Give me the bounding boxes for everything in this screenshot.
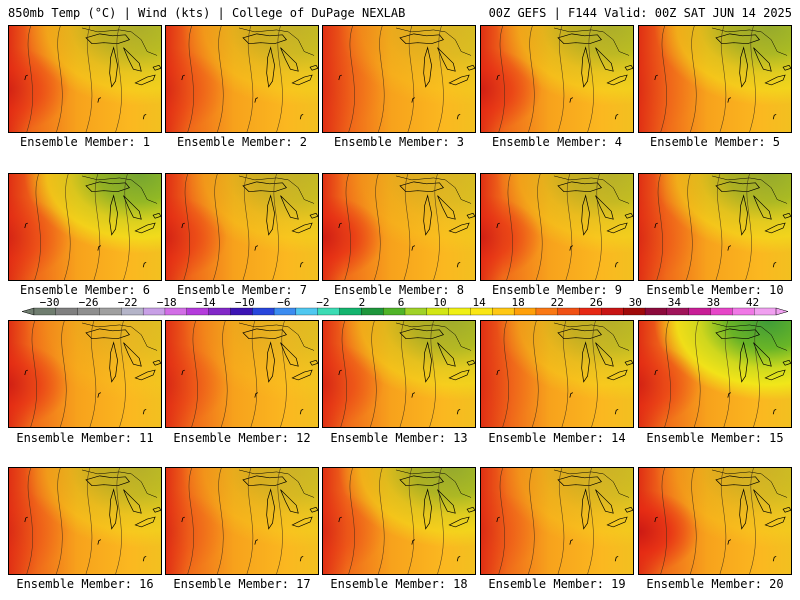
panel-label: Ensemble Member: 8 [333, 283, 465, 297]
colorbar-swatch [470, 307, 493, 316]
ensemble-map-panel [8, 467, 162, 575]
panel-label: Ensemble Member: 7 [176, 283, 308, 297]
colorbar-swatch [295, 307, 319, 316]
panel-label: Ensemble Member: 5 [649, 135, 781, 149]
ensemble-map-panel [322, 320, 476, 428]
colorbar-tick-label: 14 [472, 296, 486, 309]
panel-label: Ensemble Member: 20 [646, 577, 784, 591]
map-title: 850mb Temp (°C) | Wind (kts) | College o… [8, 6, 406, 20]
panel-label: Ensemble Member: 16 [16, 577, 154, 591]
colorbar-tick-label: −26 [79, 296, 99, 309]
model-run-info: 00Z GEFS | F144 Valid: 00Z SAT JUN 14 20… [488, 6, 792, 20]
ensemble-map-panel [638, 320, 792, 428]
ensemble-map-panel [322, 467, 476, 575]
colorbar-swatch [33, 307, 57, 316]
panel-label: Ensemble Member: 12 [173, 431, 311, 445]
colorbar-tick-label: 2 [359, 296, 366, 309]
colorbar-tick-label: 18 [512, 296, 525, 309]
colorbar-tick-label: −22 [118, 296, 138, 309]
colorbar-swatch [426, 307, 450, 316]
colorbar-swatch [404, 307, 428, 316]
panel-label: Ensemble Member: 19 [488, 577, 626, 591]
colorbar-swatch [710, 307, 733, 316]
colorbar-swatch [448, 307, 471, 316]
colorbar-swatch [383, 307, 406, 316]
colorbar-swatch [142, 307, 166, 316]
colorbar-swatch [99, 307, 122, 316]
colorbar-swatch [666, 307, 690, 316]
colorbar-swatch [208, 307, 231, 316]
colorbar-tick-label: −2 [316, 296, 329, 309]
colorbar-swatch [557, 307, 581, 316]
colorbar-swatch [688, 307, 711, 316]
panel-label: Ensemble Member: 6 [19, 283, 151, 297]
colorbar-swatch [339, 307, 362, 316]
colorbar-swatch [754, 307, 777, 316]
ensemble-map-panel [165, 467, 319, 575]
panel-label: Ensemble Member: 14 [488, 431, 626, 445]
ensemble-map-panel [8, 173, 162, 281]
panel-label: Ensemble Member: 1 [19, 135, 151, 149]
colorbar-tick-label: 34 [668, 296, 682, 309]
ensemble-map-panel [322, 173, 476, 281]
panel-label: Ensemble Member: 3 [333, 135, 465, 149]
ensemble-map-panel [8, 320, 162, 428]
colorbar-swatch [273, 307, 297, 316]
panel-label: Ensemble Member: 15 [646, 431, 784, 445]
colorbar-swatch [186, 307, 210, 316]
ensemble-map-panel [480, 25, 634, 133]
ensemble-map-panel [165, 320, 319, 428]
colorbar-tick-label: 42 [746, 296, 759, 309]
colorbar-tick-label: 30 [629, 296, 642, 309]
colorbar-swatch [732, 307, 755, 316]
colorbar-tick-label: 38 [707, 296, 720, 309]
colorbar-tick-label: −18 [157, 296, 177, 309]
ensemble-map-panel [480, 467, 634, 575]
colorbar-swatch [492, 307, 515, 316]
ensemble-map-panel [165, 25, 319, 133]
ensemble-map-panel [638, 25, 792, 133]
ensemble-map-panel [8, 25, 162, 133]
ensemble-map-panel [480, 320, 634, 428]
colorbar-swatch [317, 307, 340, 316]
colorbar-swatch [513, 307, 537, 316]
ensemble-map-panel [638, 173, 792, 281]
panel-label: Ensemble Member: 13 [330, 431, 468, 445]
panel-label: Ensemble Member: 18 [330, 577, 468, 591]
colorbar-tick-label: −6 [277, 296, 290, 309]
colorbar-swatch [644, 307, 668, 316]
ensemble-map-panel [322, 25, 476, 133]
colorbar-swatch [55, 307, 79, 316]
panel-label: Ensemble Member: 2 [176, 135, 308, 149]
colorbar-tick-label: 22 [551, 296, 564, 309]
colorbar-tick-label: −14 [196, 296, 216, 309]
panel-label: Ensemble Member: 4 [491, 135, 623, 149]
colorbar-tick-label: −30 [40, 296, 60, 309]
panel-label: Ensemble Member: 17 [173, 577, 311, 591]
colorbar-swatch [77, 307, 100, 316]
colorbar-tick-label: −10 [235, 296, 255, 309]
temperature-colorbar: −30 −26 −22 −18 −14 −10 −6 −2 2 6 10 14 18 22 26 30 34 38… [22, 296, 788, 318]
colorbar-swatch [361, 307, 384, 316]
ensemble-map-panel [480, 173, 634, 281]
colorbar-swatch [601, 307, 624, 316]
colorbar-swatch [121, 307, 144, 316]
colorbar-swatch [535, 307, 559, 316]
colorbar-tick-label: 10 [433, 296, 446, 309]
colorbar-swatch [252, 307, 275, 316]
panel-label: Ensemble Member: 10 [646, 283, 784, 297]
panel-label: Ensemble Member: 11 [16, 431, 154, 445]
colorbar-swatch [164, 307, 188, 316]
colorbar-tick-label: 26 [590, 296, 603, 309]
panel-label: Ensemble Member: 9 [491, 283, 623, 297]
colorbar-swatch [623, 307, 646, 316]
colorbar-swatch [579, 307, 602, 316]
ensemble-map-panel [638, 467, 792, 575]
colorbar-tick-label: 6 [398, 296, 405, 309]
ensemble-map-panel [165, 173, 319, 281]
colorbar-swatch [230, 307, 253, 316]
